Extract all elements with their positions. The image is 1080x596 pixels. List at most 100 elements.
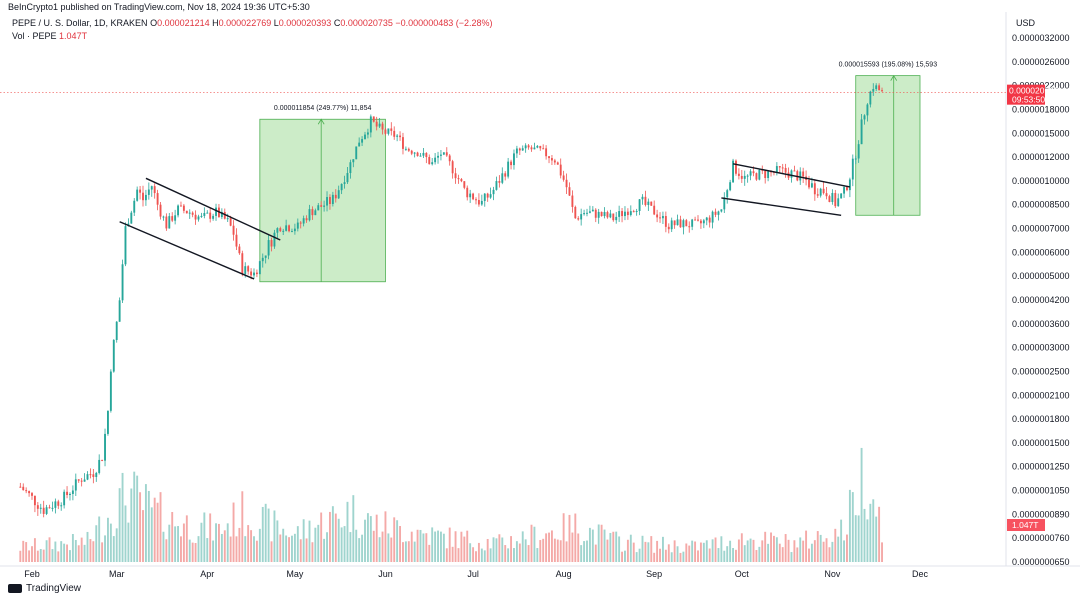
- volume-bar: [416, 529, 419, 562]
- candle-body: [483, 193, 486, 201]
- symbol-label[interactable]: PEPE / U. S. Dollar, 1D, KRAKEN: [12, 18, 148, 28]
- candle-body: [45, 507, 48, 514]
- volume-bar: [101, 542, 104, 562]
- volume-bar: [767, 543, 770, 562]
- candle-body: [153, 186, 156, 194]
- candle-body: [402, 137, 404, 149]
- candle-body: [109, 371, 112, 411]
- volume-bar: [255, 540, 258, 562]
- volume-bar: [606, 539, 609, 562]
- volume-bar: [536, 548, 539, 562]
- volume-bar: [95, 525, 98, 562]
- x-tick-label: May: [286, 569, 304, 579]
- volume-bar: [115, 528, 118, 562]
- volume-bar: [875, 516, 878, 562]
- volume-label[interactable]: Vol · PEPE: [12, 31, 57, 41]
- volume-bar: [372, 530, 375, 562]
- volume-bar: [22, 540, 25, 562]
- volume-bar: [562, 513, 565, 562]
- volume-bar: [878, 506, 881, 562]
- candle-body: [822, 188, 825, 194]
- candle-body: [77, 479, 80, 481]
- volume-bar: [711, 539, 714, 562]
- candle-body: [63, 491, 66, 506]
- candle-body: [489, 194, 492, 198]
- candle-body: [404, 148, 407, 150]
- candle-body: [615, 216, 618, 221]
- volume-bar: [775, 537, 778, 562]
- x-tick-label: Dec: [912, 569, 929, 579]
- volume-bar: [831, 541, 834, 562]
- candle-body: [147, 189, 150, 195]
- volume-bar: [241, 491, 244, 562]
- candle-body: [527, 145, 530, 148]
- volume-bar: [469, 543, 472, 562]
- volume-bar: [156, 502, 159, 562]
- volume-bar: [358, 538, 361, 562]
- volume-bar: [381, 531, 384, 562]
- candle-body: [302, 218, 305, 224]
- high-label: H: [212, 18, 219, 28]
- candle-body: [562, 175, 565, 180]
- volume-bar: [337, 518, 340, 562]
- y-tick-label: 0.0000015000: [1012, 128, 1070, 138]
- volume-bar: [83, 544, 86, 562]
- volume-bar: [77, 545, 80, 562]
- volume-bar: [749, 538, 752, 562]
- candle-body: [185, 210, 188, 214]
- measure-boxes: 0.000011854 (249.77%) 11,854 0.000015593 …: [259, 62, 937, 283]
- candle-body: [577, 218, 580, 220]
- low-value: 0.000020393: [278, 18, 332, 28]
- y-tick-label: 0.0000005000: [1012, 271, 1070, 281]
- volume-bar: [410, 531, 413, 562]
- volume-bar: [866, 519, 869, 562]
- candle-body: [442, 152, 445, 155]
- candle-body: [659, 217, 661, 219]
- volume-bar: [343, 526, 346, 562]
- candle-body: [253, 272, 255, 276]
- candle-body: [410, 150, 413, 154]
- candle-body: [80, 480, 83, 482]
- volume-bar: [480, 548, 483, 562]
- volume-bar: [475, 551, 477, 562]
- volume-bar: [732, 548, 735, 562]
- candle-body: [118, 300, 121, 322]
- measure-arrow-head: [317, 118, 325, 125]
- candle-body: [656, 214, 659, 218]
- candle-body: [513, 153, 515, 166]
- volume-bar: [212, 540, 215, 562]
- volume-bar: [86, 531, 89, 562]
- volume-bar: [694, 541, 697, 562]
- volume-bar: [229, 536, 232, 562]
- volume-bar: [486, 538, 489, 562]
- volume-bar: [124, 505, 127, 562]
- candle-body: [708, 217, 711, 223]
- volume-bar: [396, 520, 399, 562]
- candle-body: [136, 189, 139, 201]
- candle-body: [48, 507, 51, 509]
- candle-body: [434, 157, 437, 163]
- tradingview-watermark: TradingView: [8, 583, 81, 594]
- volume-bar: [755, 550, 758, 562]
- volume-bar: [153, 497, 156, 562]
- candle-body: [258, 261, 261, 275]
- candle-body: [244, 266, 247, 274]
- tradingview-label: TradingView: [26, 583, 82, 594]
- volume-bar: [489, 548, 492, 562]
- x-tick-label: Apr: [200, 569, 214, 579]
- volume-bar: [816, 531, 819, 562]
- candle-body: [206, 212, 209, 214]
- volume-bar: [407, 541, 410, 562]
- candle-body: [276, 228, 279, 233]
- candle-body: [507, 161, 510, 177]
- candle-body: [799, 171, 802, 181]
- volume-bar: [57, 551, 60, 562]
- volume-bar: [650, 536, 653, 562]
- candle-body: [399, 135, 402, 138]
- volume-bar: [104, 535, 106, 562]
- volume-bar: [472, 547, 475, 562]
- volume-bar: [425, 533, 428, 562]
- candle-body: [378, 123, 381, 127]
- candle-body: [764, 170, 767, 179]
